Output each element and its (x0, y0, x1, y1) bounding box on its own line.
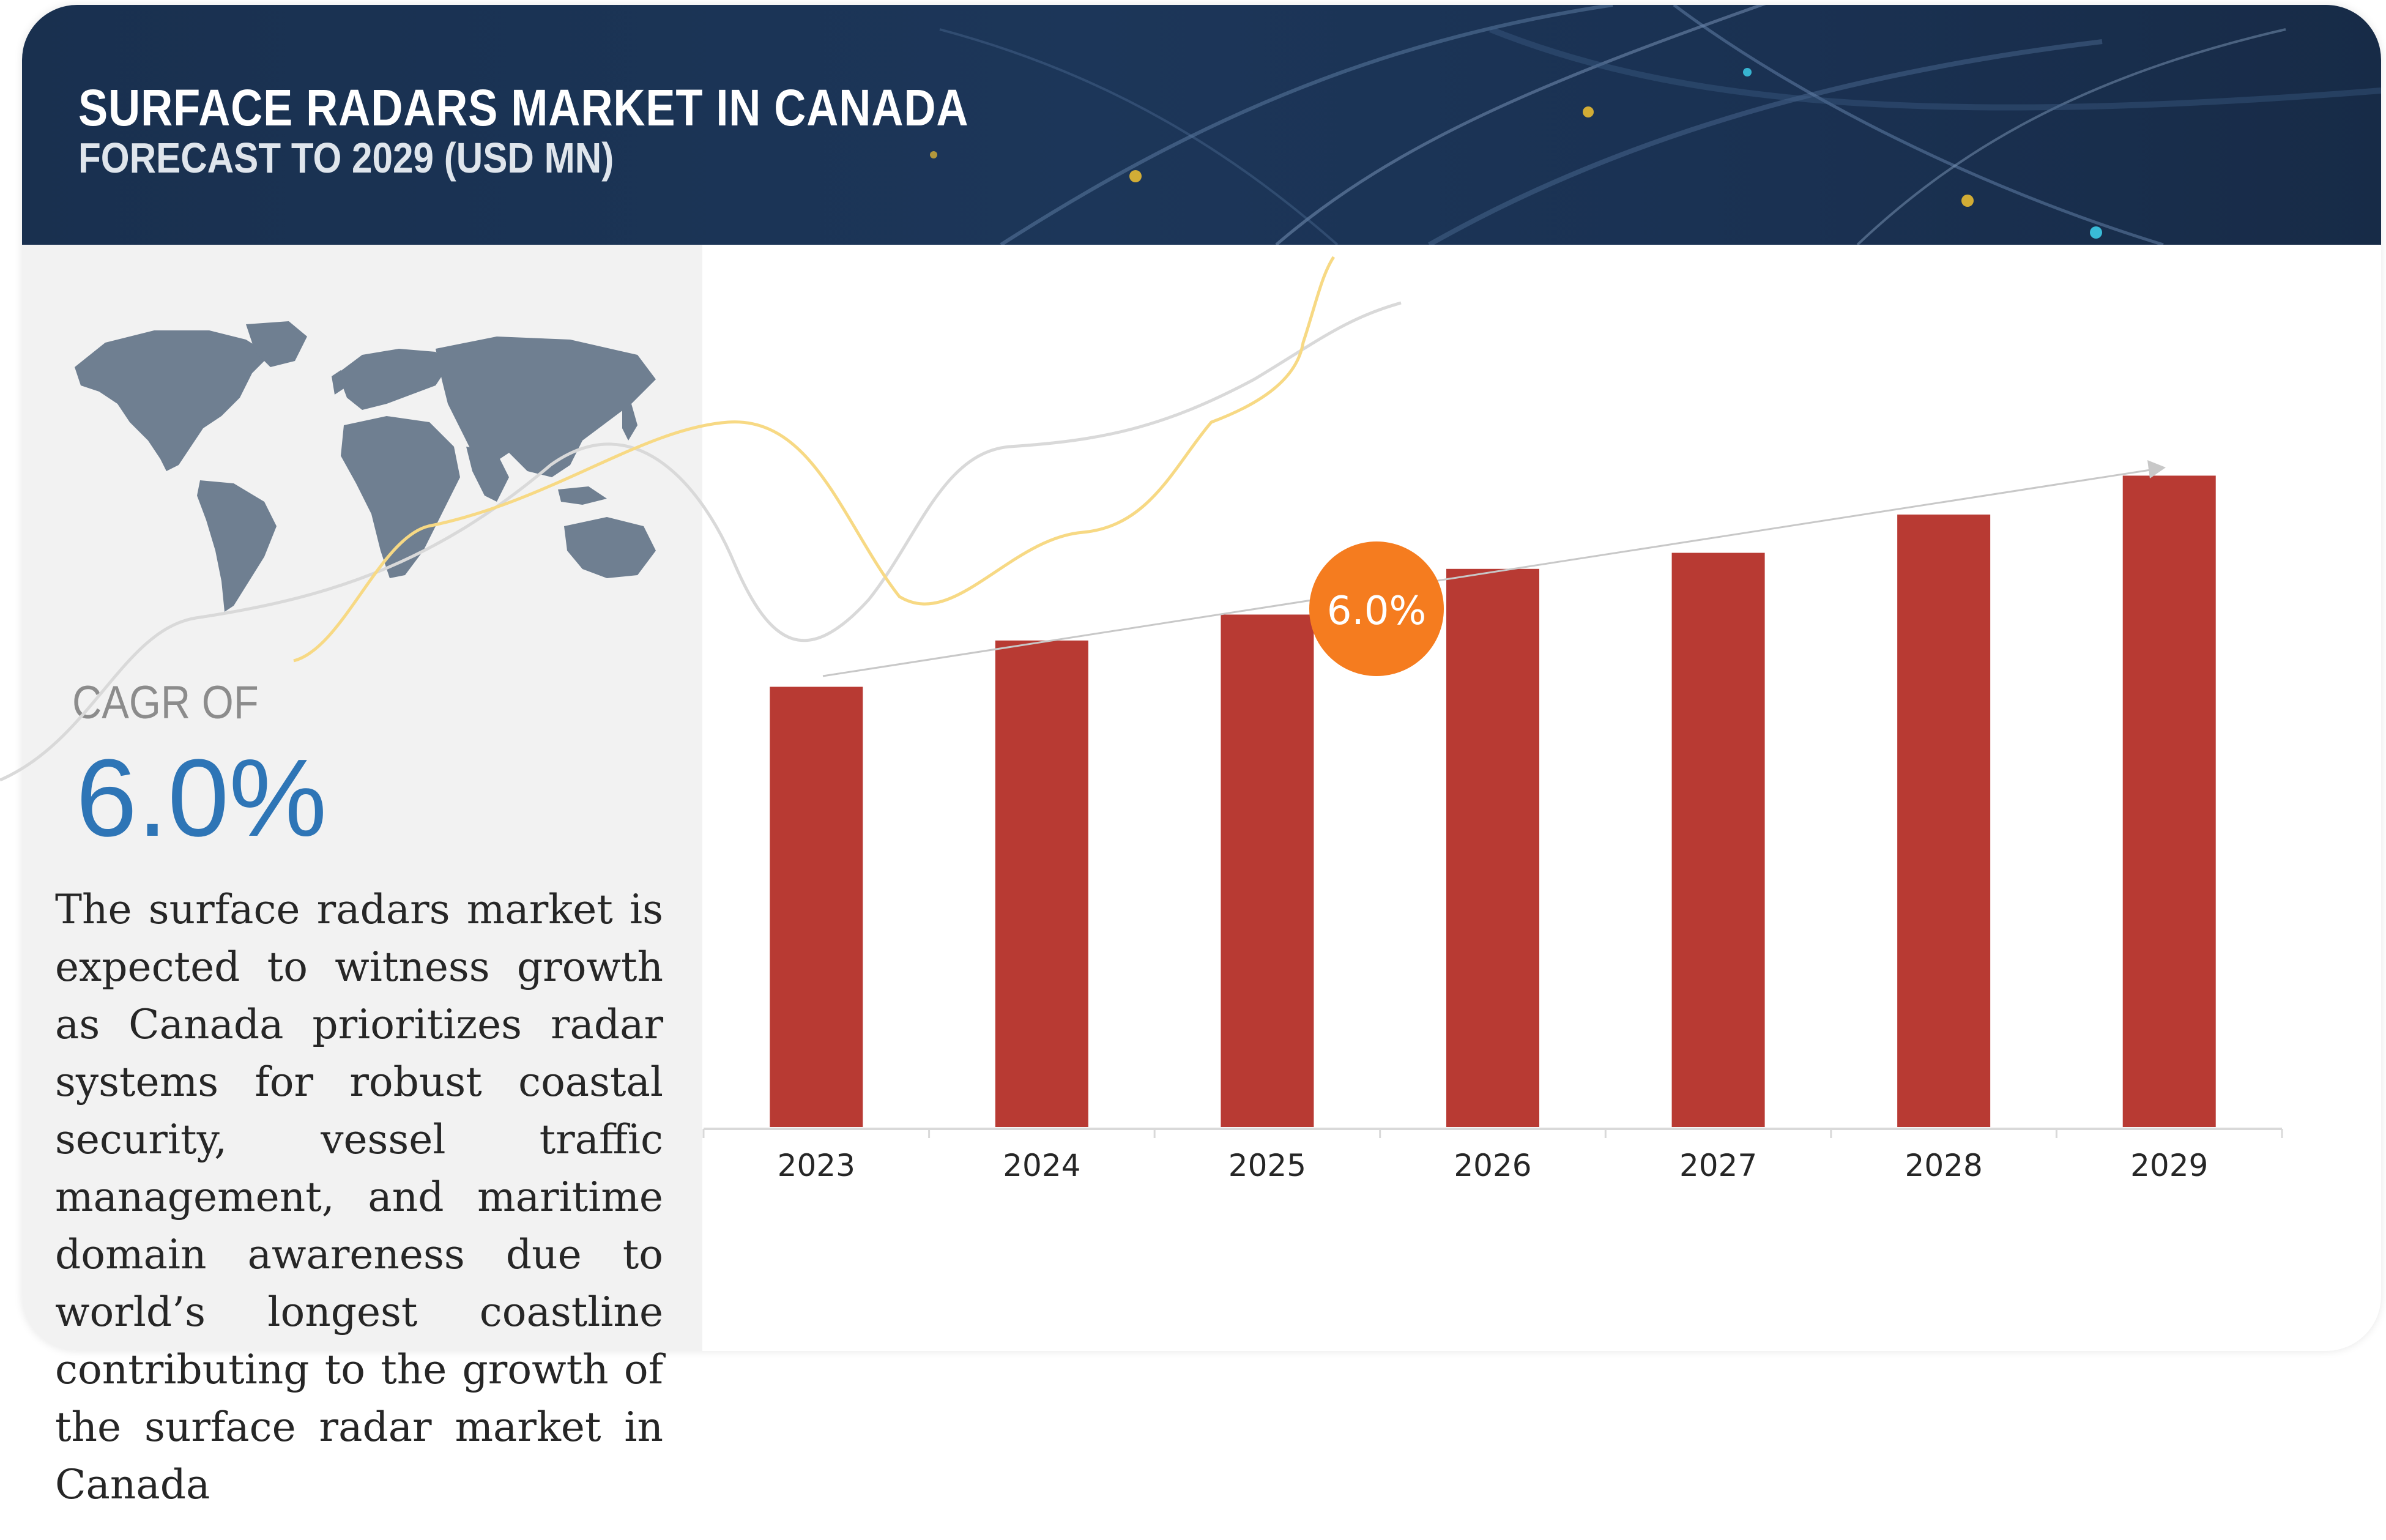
x-tick-label: 2024 (1003, 1148, 1080, 1183)
x-tick-label: 2026 (1454, 1148, 1531, 1183)
world-map-icon (75, 321, 656, 612)
chart-title: SURFACE RADARS MARKET IN CANADA (78, 79, 969, 136)
decorative-gray-swoosh (0, 301, 1402, 782)
x-tick-label: 2029 (2130, 1148, 2208, 1183)
chart-subtitle: FORECAST TO 2029 (USD MN) (78, 134, 614, 182)
cagr-value: 6.0% (76, 737, 327, 860)
cagr-badge-label: 6.0% (1327, 589, 1427, 634)
x-tick-label: 2027 (1679, 1148, 1757, 1183)
x-tick-label: 2025 (1228, 1148, 1306, 1183)
bar-2027 (1671, 552, 1765, 1127)
bar-2025 (1221, 614, 1314, 1127)
decorative-yellow-swoosh (293, 256, 1336, 663)
header-banner: SURFACE RADARS MARKET IN CANADA FORECAST… (22, 5, 2381, 245)
bar-2029 (2122, 475, 2216, 1127)
cagr-badge (1309, 541, 1444, 676)
bar-2026 (1446, 568, 1539, 1127)
x-tick-label: 2028 (1905, 1148, 1983, 1183)
x-tick-label: 2023 (778, 1148, 855, 1183)
header-light-trails (930, 5, 2381, 245)
cagr-label: CAGR OF (72, 677, 259, 729)
market-description: The surface radars market is expected to… (55, 886, 663, 1508)
trend-arrow (822, 469, 2151, 677)
bar-2023 (770, 686, 863, 1127)
bar-2028 (1897, 514, 1991, 1127)
bar-2024 (995, 640, 1088, 1127)
trend-arrow-head (2147, 460, 2166, 478)
